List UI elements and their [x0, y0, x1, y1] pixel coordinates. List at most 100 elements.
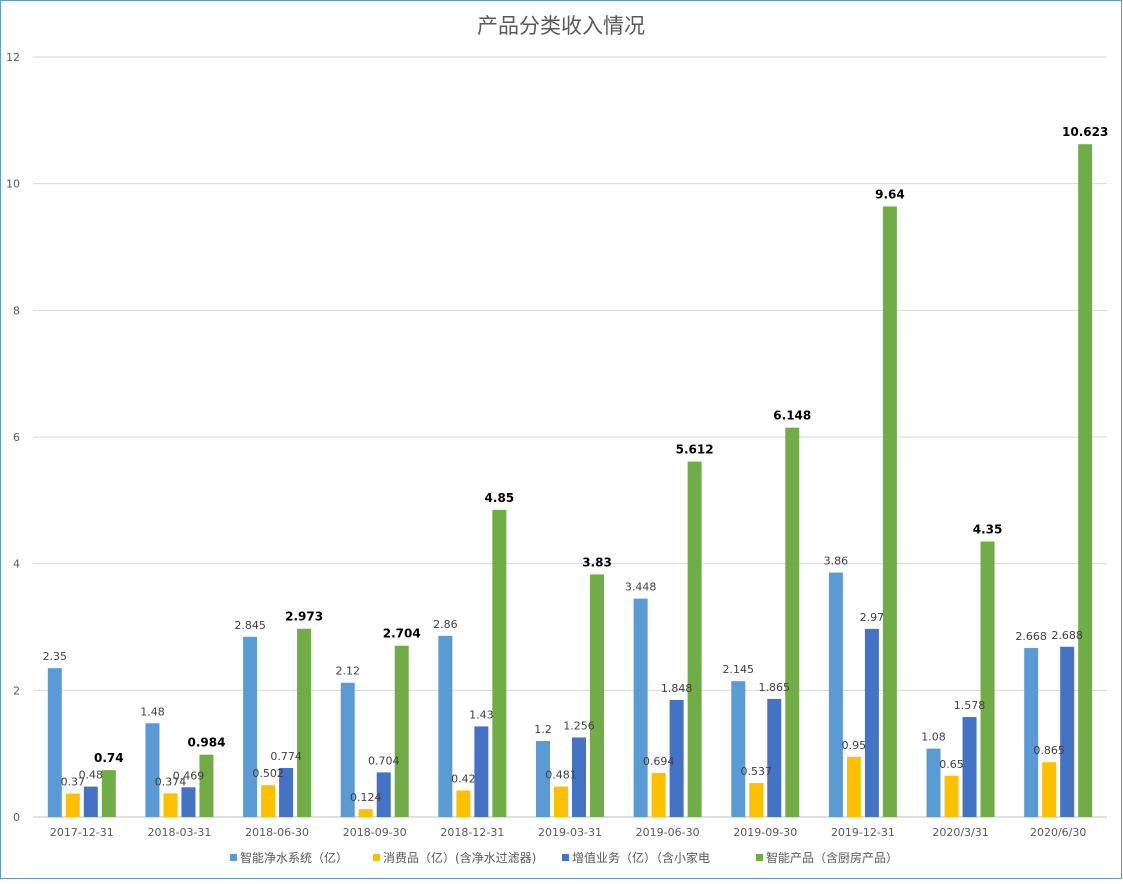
- gridlines: [33, 56, 1107, 818]
- data-label: 4.35: [973, 523, 1003, 537]
- y-tick-label: 10: [6, 178, 20, 191]
- x-tick-label: 2017-12-31: [50, 826, 114, 839]
- bar: [199, 754, 214, 817]
- data-label: 0.95: [842, 739, 867, 752]
- data-label: 1.578: [954, 699, 986, 712]
- data-label: 2.86: [433, 618, 458, 631]
- bar: [1060, 646, 1075, 817]
- data-label: 9.64: [875, 187, 905, 201]
- data-label: 2.35: [43, 650, 68, 663]
- data-label: 0.124: [350, 791, 382, 804]
- bar: [785, 427, 800, 817]
- data-label: 6.148: [773, 409, 811, 423]
- data-label: 0.502: [252, 767, 284, 780]
- x-tick-label: 2019-12-31: [831, 826, 895, 839]
- bar: [243, 636, 258, 817]
- bar: [749, 782, 764, 817]
- data-label: 1.43: [469, 708, 494, 721]
- bar: [882, 206, 897, 817]
- data-label: 0.469: [173, 769, 205, 782]
- bar: [767, 698, 782, 817]
- bar: [358, 809, 373, 817]
- data-label: 0.537: [741, 765, 773, 778]
- bar: [980, 541, 995, 817]
- bar: [65, 793, 80, 817]
- bar: [687, 461, 702, 817]
- data-label: 1.865: [759, 681, 791, 694]
- bar: [731, 681, 746, 817]
- y-tick-label: 6: [13, 431, 20, 444]
- bar: [438, 635, 453, 817]
- bar: [828, 572, 843, 817]
- data-label: 0.774: [270, 750, 302, 763]
- x-tick-label: 2020/6/30: [1030, 826, 1086, 839]
- data-label: 0.48: [79, 769, 104, 782]
- y-axis: 0 2 4 6 8 10 12: [6, 51, 20, 824]
- bar: [864, 628, 879, 817]
- legend-swatch: [562, 854, 569, 861]
- legend-label: 消费品（亿）(含净水过滤器): [383, 850, 536, 865]
- bar: [394, 645, 409, 817]
- bars: [47, 144, 1093, 817]
- bar: [962, 717, 977, 817]
- data-label: 0.865: [1033, 744, 1065, 757]
- x-tick-label: 2018-03-31: [147, 826, 211, 839]
- data-label: 3.448: [625, 581, 657, 594]
- bar: [163, 793, 178, 817]
- data-label: 0.704: [368, 754, 400, 767]
- data-label: 2.973: [285, 610, 323, 624]
- bar: [376, 772, 391, 817]
- data-label: 1.848: [661, 682, 693, 695]
- bar: [554, 786, 568, 817]
- data-label: 2.668: [1015, 630, 1047, 643]
- bar: [590, 574, 604, 817]
- legend-label: 智能产品（含厨房产品）: [766, 850, 898, 865]
- data-label: 2.12: [335, 665, 360, 678]
- bar: [633, 598, 648, 817]
- data-label: 0.74: [94, 751, 124, 765]
- legend-label: 增值业务（亿）（含小家电: [572, 850, 710, 865]
- legend-label: 智能净水系统（亿）: [240, 850, 348, 865]
- y-tick-label: 0: [13, 811, 20, 824]
- data-label: 0.42: [451, 772, 476, 785]
- legend-swatch: [373, 854, 380, 861]
- bar: [846, 756, 861, 817]
- bar: [944, 775, 959, 817]
- data-label: 5.612: [676, 443, 714, 457]
- bar: [101, 770, 116, 817]
- bar: [572, 737, 586, 817]
- data-label: 1.2: [534, 723, 552, 736]
- legend-swatch: [756, 854, 763, 861]
- data-label: 0.65: [939, 758, 964, 771]
- data-label: 2.97: [860, 611, 885, 624]
- bar: [340, 682, 355, 817]
- x-tick-label: 2018-09-30: [343, 826, 407, 839]
- legend: 智能净水系统（亿） 消费品（亿）(含净水过滤器) 增值业务（亿）（含小家电 智能产品（…: [230, 850, 898, 865]
- data-label: 1.48: [140, 705, 165, 718]
- bar: [926, 748, 941, 817]
- bar: [181, 787, 196, 817]
- bar: [474, 726, 489, 817]
- bar: [536, 741, 550, 817]
- x-axis: 2017-12-31 2018-03-31 2018-06-30 2018-09-30…: [50, 826, 1087, 839]
- x-tick-label: 2018-12-31: [440, 826, 504, 839]
- data-label: 1.256: [563, 719, 595, 732]
- x-tick-label: 2019-06-30: [636, 826, 700, 839]
- bar: [83, 786, 98, 817]
- data-label: 1.08: [921, 731, 946, 744]
- y-tick-label: 4: [13, 558, 20, 571]
- data-label: 2.145: [723, 663, 755, 676]
- legend-swatch: [230, 854, 237, 861]
- data-label: 2.704: [383, 627, 421, 641]
- data-label: 0.481: [545, 769, 577, 782]
- y-tick-label: 8: [13, 304, 20, 317]
- y-tick-label: 2: [13, 684, 20, 697]
- x-tick-label: 2018-06-30: [245, 826, 309, 839]
- chart-title: 产品分类收入情况: [477, 14, 645, 38]
- bar: [47, 668, 62, 817]
- y-tick-label: 12: [6, 51, 20, 64]
